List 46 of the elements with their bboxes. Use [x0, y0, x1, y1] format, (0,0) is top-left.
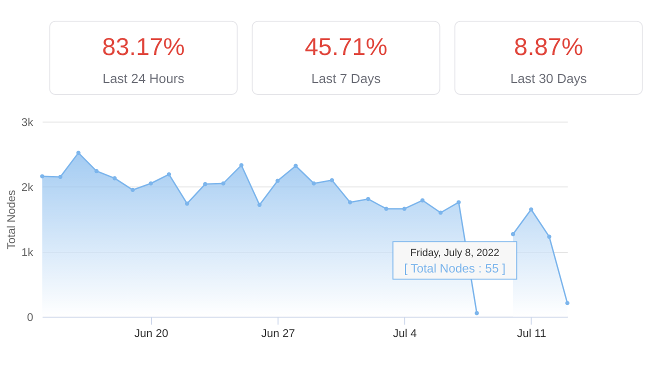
point [547, 234, 552, 239]
annotation: [ Total Nodes : 55 ] [404, 262, 506, 276]
point [474, 311, 479, 316]
point [40, 174, 44, 178]
text: Last 24 Hours [102, 71, 185, 86]
y-tick-label: 2k [21, 182, 34, 194]
y-axis-title: Total Nodes [6, 190, 18, 250]
text: 83.17% [102, 34, 185, 62]
point [330, 178, 334, 182]
text: Last 7 Days [311, 71, 382, 86]
point [456, 200, 461, 204]
y-tick-label: 0 [27, 312, 34, 324]
point [239, 163, 244, 168]
point [384, 206, 388, 211]
point [166, 172, 172, 176]
point [112, 176, 117, 180]
point [402, 206, 406, 211]
text: Last 30 Days [510, 71, 588, 86]
x-tick-label: Jun 27 [261, 328, 295, 340]
annotation: Friday, July 8, 2022 [410, 248, 500, 259]
text: 45.71% [304, 34, 388, 62]
x-tick-label: Jul 4 [392, 328, 417, 340]
point [348, 200, 352, 204]
point [184, 202, 190, 206]
point [94, 168, 99, 174]
point [366, 196, 370, 202]
point [203, 182, 208, 186]
point [565, 300, 570, 306]
x-tick-label: Jun 20 [134, 328, 168, 340]
y-tick-label: 3k [21, 116, 34, 129]
point [148, 181, 153, 186]
point [221, 181, 226, 186]
point [58, 174, 62, 180]
point [257, 202, 262, 207]
point [510, 232, 516, 236]
point [294, 164, 298, 168]
point [420, 198, 425, 202]
point [312, 181, 316, 186]
point [130, 188, 135, 192]
point [276, 178, 280, 183]
point [438, 210, 443, 215]
y-tick-label: 1k [21, 246, 34, 259]
text: 8.87% [514, 34, 584, 62]
point [76, 150, 81, 155]
x-tick-label: Jul 11 [517, 328, 546, 340]
point [529, 207, 534, 212]
